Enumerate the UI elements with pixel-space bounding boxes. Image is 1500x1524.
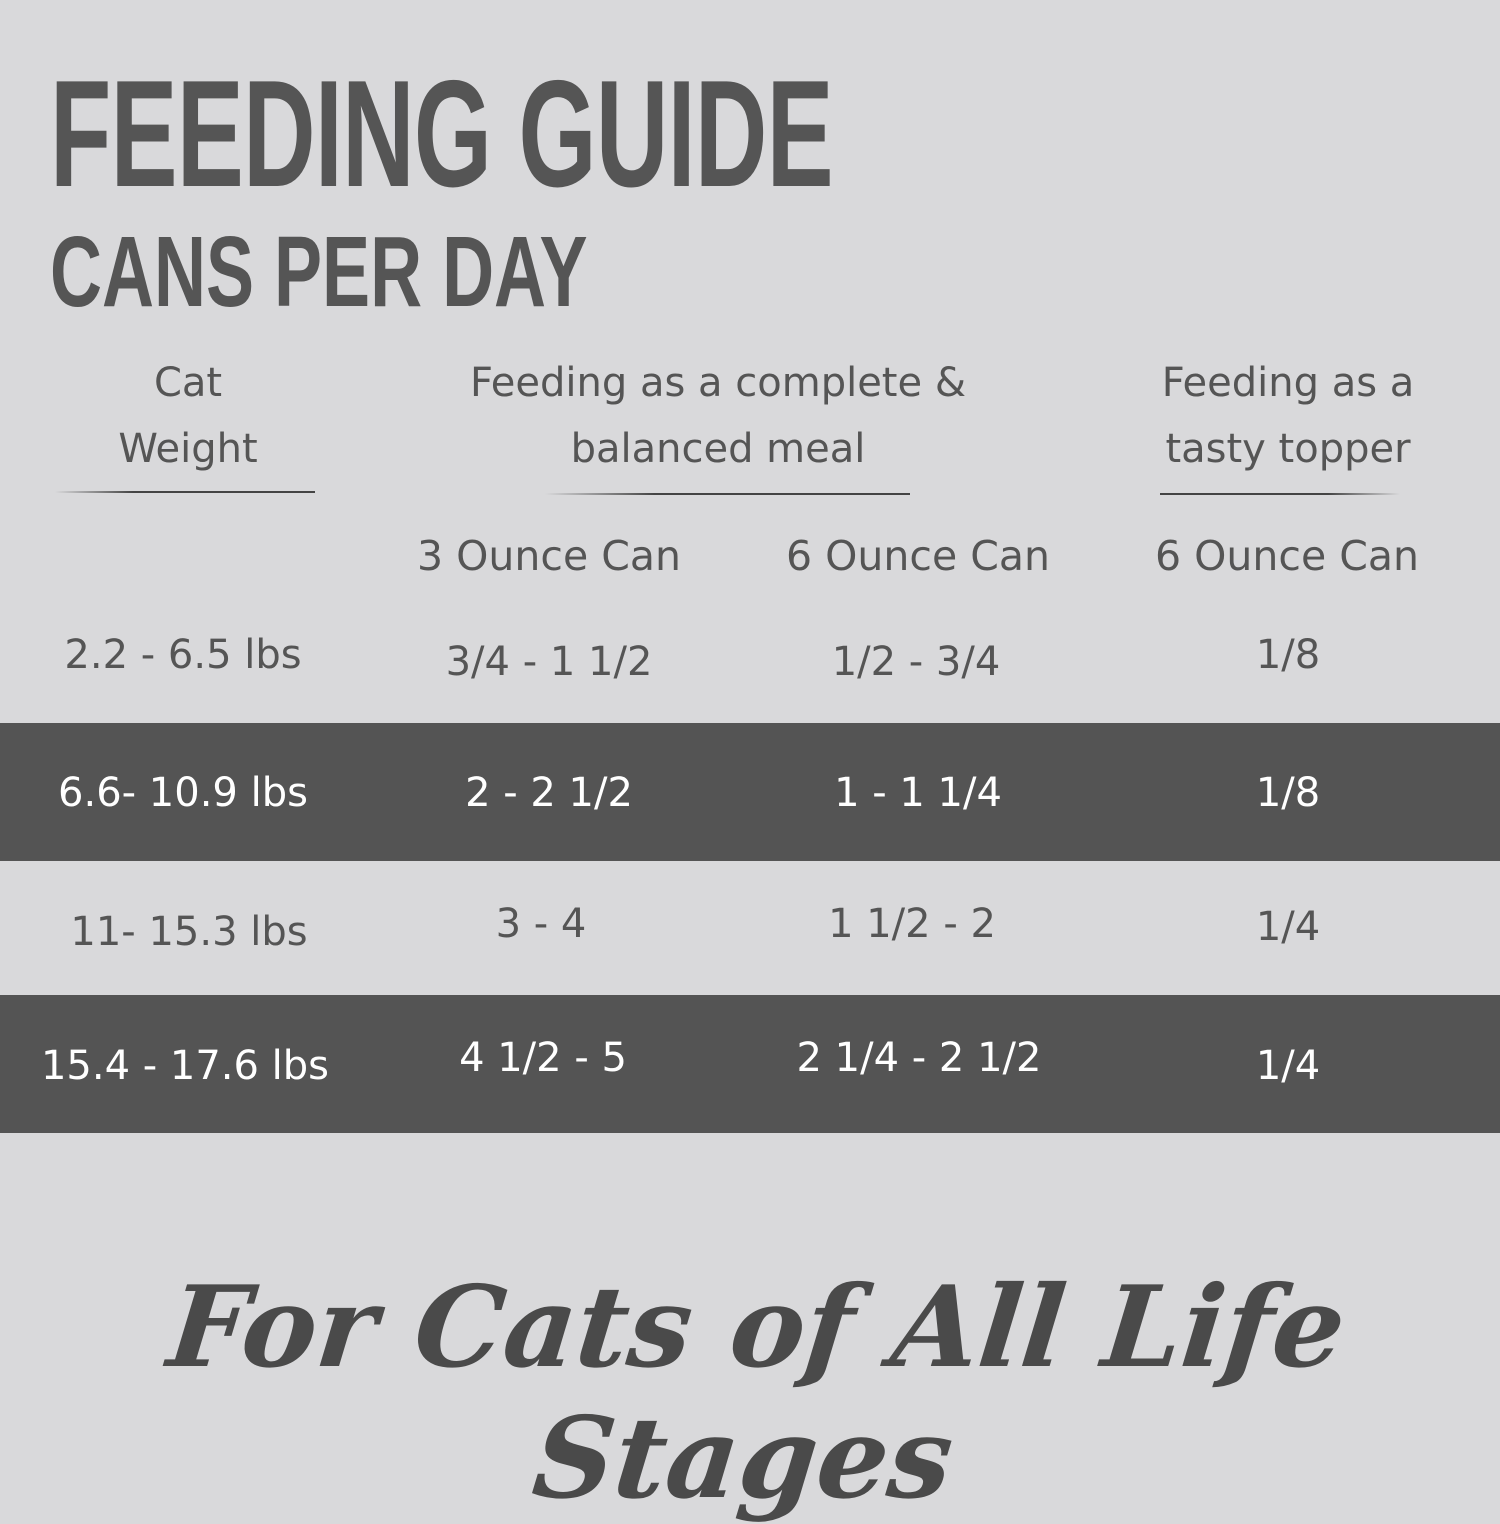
header-line: Cat (153, 360, 223, 406)
table-row: 15.4 - 17.6 lbs 4 1/2 - 5 2 1/4 - 2 1/2 … (0, 995, 1500, 1133)
header-line: Weight (118, 426, 258, 472)
header-tasty-topper: Feeding as a tasty topper (1088, 350, 1488, 482)
divider (55, 491, 315, 493)
header-line: balanced meal (570, 426, 866, 472)
header-line: Feeding as a (1161, 360, 1415, 406)
cell-topper: 1/8 (1255, 770, 1321, 816)
cell-6oz: 1 - 1 1/4 (834, 770, 1002, 816)
cell-topper: 1/4 (1255, 904, 1321, 950)
footer-tagline: For Cats of All Life Stages (162, 1262, 1352, 1524)
table-row: 2.2 - 6.5 lbs 3/4 - 1 1/2 1/2 - 3/4 1/8 (0, 586, 1500, 724)
header-cat-weight: Cat Weight (38, 350, 338, 482)
cell-topper: 1/4 (1255, 1043, 1321, 1089)
cell-6oz: 2 1/4 - 2 1/2 (796, 1035, 1042, 1081)
cell-3oz: 4 1/2 - 5 (459, 1035, 627, 1081)
page-title: FEEDING GUIDE (50, 49, 834, 219)
cell-3oz: 3 - 4 (495, 901, 587, 947)
subheader-6oz-topper: 6 Ounce Can (1155, 532, 1419, 580)
cell-3oz: 2 - 2 1/2 (465, 770, 633, 816)
subheader-6oz: 6 Ounce Can (786, 532, 1050, 580)
table-row: 11- 15.3 lbs 3 - 4 1 1/2 - 2 1/4 (0, 861, 1500, 999)
header-complete-meal: Feeding as a complete & balanced meal (418, 350, 1018, 482)
cell-weight: 6.6- 10.9 lbs (58, 770, 308, 816)
cell-6oz: 1 1/2 - 2 (828, 901, 996, 947)
cell-weight: 11- 15.3 lbs (70, 909, 308, 955)
table-row: 6.6- 10.9 lbs 2 - 2 1/2 1 - 1 1/4 1/8 (0, 723, 1500, 861)
subheader-3oz: 3 Ounce Can (417, 532, 681, 580)
header-line: tasty topper (1165, 426, 1411, 472)
cell-6oz: 1/2 - 3/4 (831, 639, 1001, 685)
divider (1160, 493, 1400, 495)
page-subtitle: CANS PER DAY (50, 216, 588, 328)
header-line: Feeding as a complete & (469, 360, 967, 406)
cell-weight: 2.2 - 6.5 lbs (64, 632, 302, 678)
cell-weight: 15.4 - 17.6 lbs (40, 1043, 330, 1089)
cell-3oz: 3/4 - 1 1/2 (445, 639, 653, 685)
divider (545, 493, 910, 495)
cell-topper: 1/8 (1255, 632, 1321, 678)
